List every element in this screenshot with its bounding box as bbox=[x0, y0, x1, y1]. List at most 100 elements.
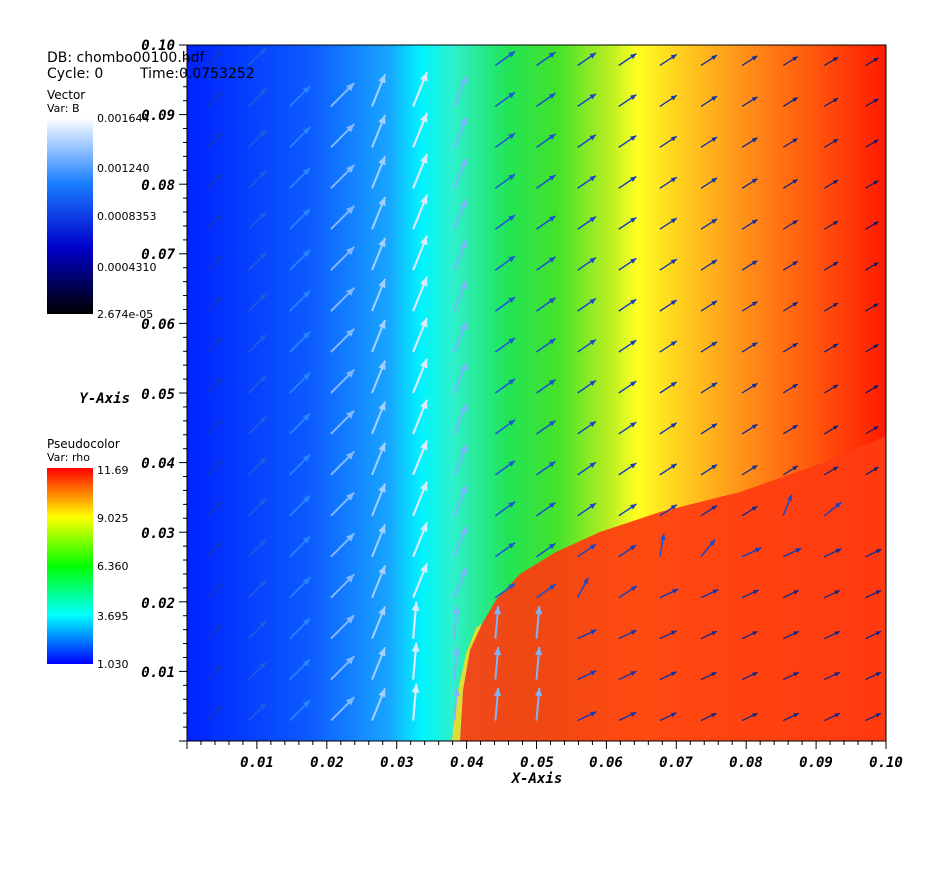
field-vector-head bbox=[378, 606, 386, 616]
vector-arrows bbox=[207, 47, 882, 722]
field-vector-head bbox=[832, 466, 839, 471]
field-vector-head bbox=[346, 287, 355, 296]
field-vector-head bbox=[493, 605, 502, 615]
y-tick-label: 0.01 bbox=[141, 665, 175, 681]
field-vector-head bbox=[420, 317, 428, 328]
y-tick-labels: 0.01 0.02 0.03 0.04 0.05 0.06 0.07 0.08 … bbox=[141, 38, 175, 681]
field-vector-head bbox=[378, 483, 386, 493]
field-vector-head bbox=[493, 687, 502, 697]
field-vector-head bbox=[548, 584, 556, 591]
field-vector-head bbox=[751, 506, 758, 511]
field-vector-head bbox=[548, 502, 556, 509]
field-vector-head bbox=[589, 298, 596, 305]
field-vector-head bbox=[630, 217, 637, 223]
field-vector-head bbox=[378, 197, 386, 207]
field-vector-head bbox=[875, 631, 882, 636]
field-vector-head bbox=[751, 137, 758, 143]
field-vector-head bbox=[711, 218, 718, 224]
field-vector-head bbox=[630, 135, 637, 141]
field-vector-head bbox=[630, 630, 637, 635]
field-vector-head bbox=[711, 137, 718, 142]
field-vector-head bbox=[589, 421, 596, 427]
field-vector-head bbox=[832, 261, 839, 267]
field-vector-head bbox=[590, 629, 597, 635]
field-vector-head bbox=[535, 646, 543, 656]
y-tick-label: 0.09 bbox=[141, 108, 175, 124]
field-vector-head bbox=[420, 399, 428, 410]
field-vector-head bbox=[378, 115, 386, 125]
field-vector-head bbox=[259, 170, 267, 178]
field-vector-head bbox=[792, 220, 798, 225]
field-vector-head bbox=[508, 296, 516, 304]
field-vector-head bbox=[832, 57, 839, 62]
field-vector-head bbox=[378, 74, 386, 84]
field-vector-head bbox=[420, 72, 428, 82]
field-vector-head bbox=[216, 419, 223, 426]
vector-color-bar bbox=[47, 118, 93, 314]
x-axis-label: X-Axis bbox=[511, 771, 563, 787]
field-vector-head bbox=[711, 341, 718, 347]
field-vector-head bbox=[589, 462, 596, 468]
x-tick-label: 0.04 bbox=[450, 755, 484, 771]
field-vector-head bbox=[792, 384, 798, 389]
field-vector-head bbox=[378, 524, 386, 534]
field-vector-head bbox=[508, 501, 516, 508]
field-vector-head bbox=[711, 464, 718, 470]
field-vector-head bbox=[411, 601, 420, 611]
field-vector-head bbox=[493, 646, 502, 656]
field-vector-head bbox=[508, 92, 516, 99]
field-vector-head bbox=[452, 605, 461, 615]
field-vector-head bbox=[670, 381, 677, 388]
field-vector-head bbox=[793, 631, 799, 636]
field-vector-head bbox=[420, 563, 428, 574]
field-vector-head bbox=[548, 379, 556, 386]
field-vector-head bbox=[460, 567, 467, 577]
field-vector-head bbox=[411, 683, 420, 693]
field-vector-head bbox=[378, 647, 386, 657]
field-vector-head bbox=[589, 175, 596, 182]
axis-ticks bbox=[179, 44, 887, 749]
y-tick-label: 0.05 bbox=[141, 387, 175, 403]
field-vector-head bbox=[548, 543, 556, 550]
field-vector-head bbox=[259, 498, 267, 505]
field-vector-head bbox=[460, 362, 467, 372]
field-vector-head bbox=[460, 526, 467, 536]
field-vector-head bbox=[589, 52, 596, 59]
field-vector-head bbox=[589, 93, 596, 100]
field-vector-head bbox=[711, 382, 718, 388]
y-tick-label: 0.03 bbox=[141, 526, 175, 542]
field-vector-head bbox=[630, 422, 637, 428]
field-vector-head bbox=[670, 177, 677, 183]
field-vector-head bbox=[875, 590, 882, 595]
vector-legend: 0.001644 0.001240 0.0008353 0.0004310 2.… bbox=[47, 112, 157, 321]
field-vector-head bbox=[216, 50, 223, 57]
field-vector-head bbox=[711, 55, 718, 61]
field-vector-head bbox=[873, 385, 879, 390]
field-vector-head bbox=[508, 51, 516, 58]
field-vector-head bbox=[712, 589, 719, 595]
field-vector-head bbox=[660, 533, 666, 541]
field-vector-head bbox=[709, 539, 716, 546]
field-vector-head bbox=[216, 583, 223, 589]
field-vector-head bbox=[834, 590, 840, 595]
field-vector-head bbox=[259, 539, 267, 546]
field-vector-head bbox=[835, 548, 842, 554]
field-vector-head bbox=[460, 157, 467, 167]
field-vector-head bbox=[630, 712, 637, 717]
field-vector-head bbox=[302, 126, 311, 135]
field-vector-head bbox=[548, 461, 556, 468]
field-vector-head bbox=[216, 91, 223, 98]
field-vector-head bbox=[832, 220, 839, 226]
field-vector-head bbox=[346, 205, 355, 215]
field-vector-head bbox=[711, 505, 718, 511]
field-vector-head bbox=[346, 410, 355, 419]
field-vector-head bbox=[792, 179, 798, 184]
field-vector-head bbox=[548, 134, 556, 140]
field-vector-head bbox=[346, 656, 355, 665]
field-vector-head bbox=[630, 340, 637, 346]
x-tick-label: 0.08 bbox=[729, 755, 763, 771]
field-vector-head bbox=[302, 372, 311, 380]
field-vector-head bbox=[630, 671, 637, 676]
field-vector-head bbox=[378, 237, 386, 248]
field-vector-head bbox=[346, 83, 355, 92]
